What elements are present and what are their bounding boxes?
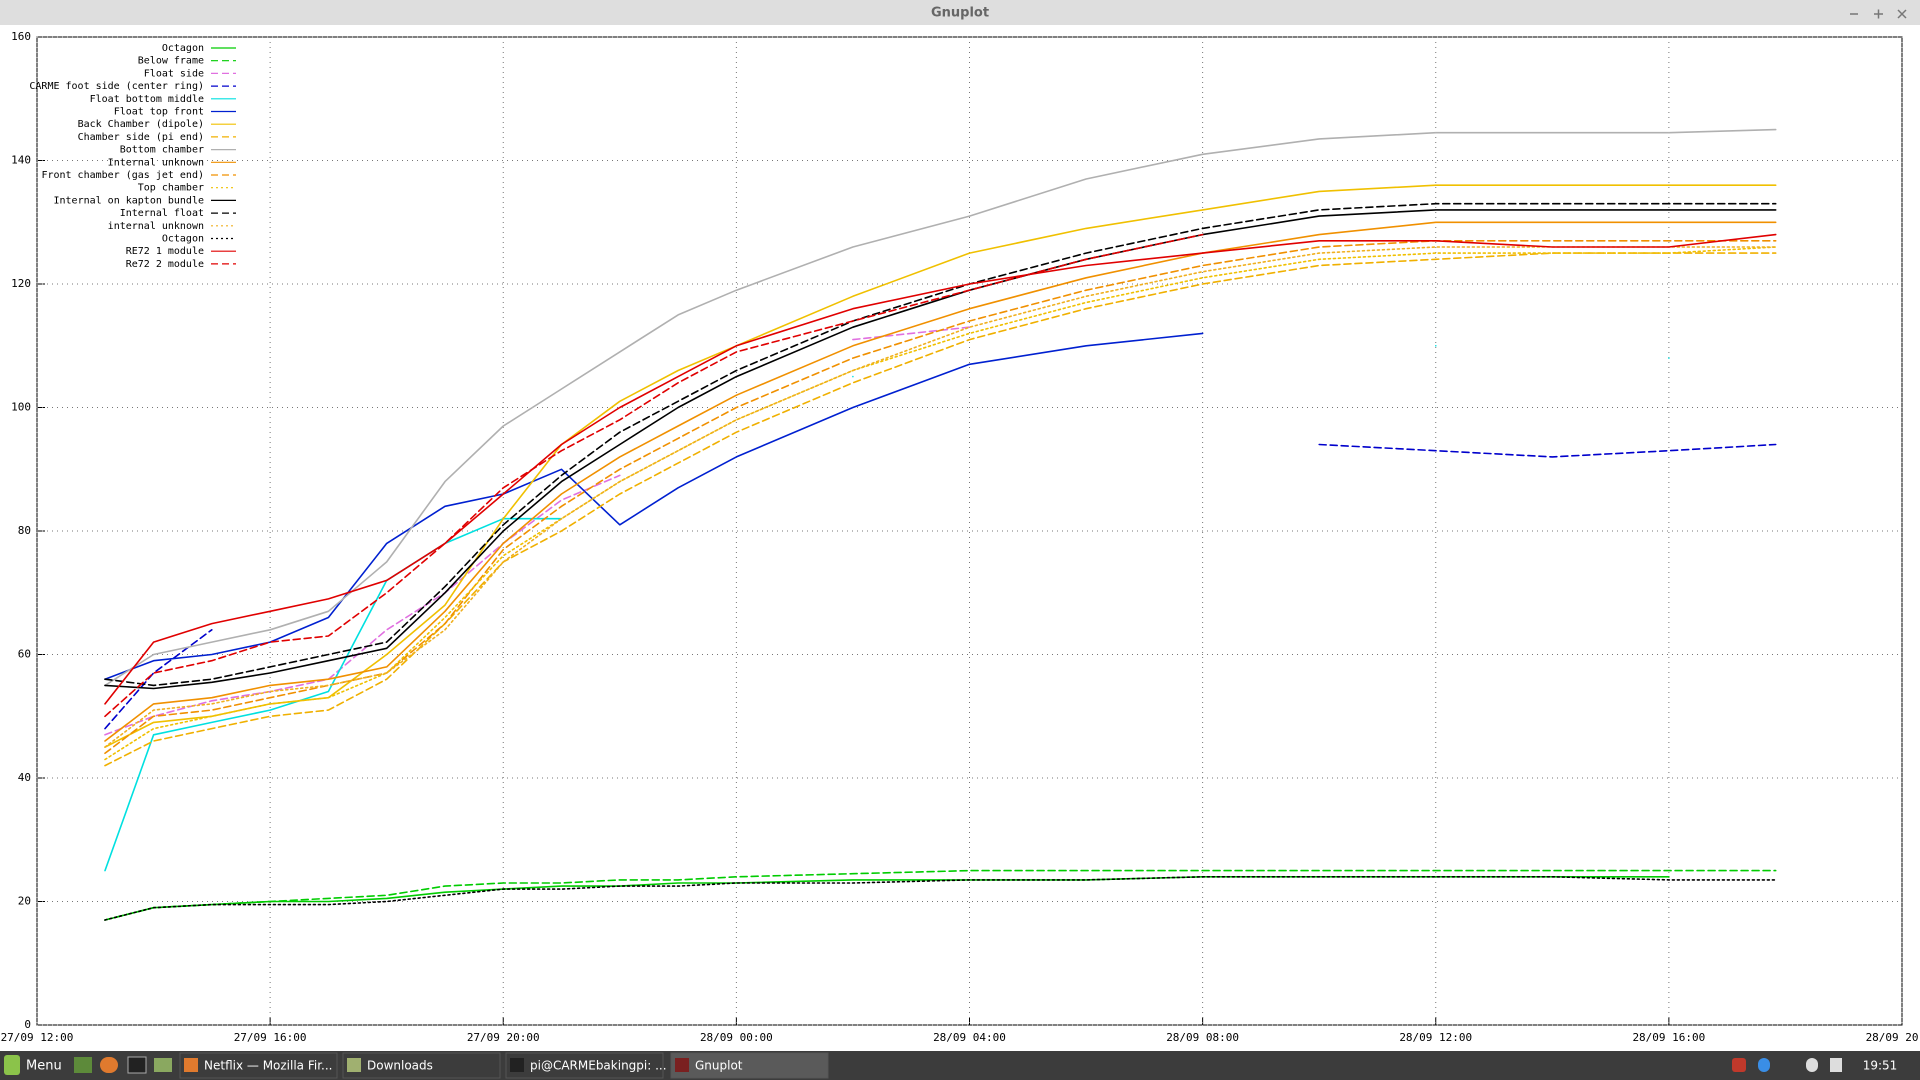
- task-icon[interactable]: [347, 1058, 361, 1072]
- series-line: [104, 876, 1777, 921]
- x-tick-label: 27/09 20:00: [467, 1031, 540, 1044]
- tray-icon[interactable]: [1732, 1058, 1746, 1072]
- task-button[interactable]: [179, 1052, 338, 1079]
- series-line: [104, 221, 1777, 742]
- series-line: [104, 128, 1777, 687]
- menu-button[interactable]: Menu: [26, 1059, 62, 1074]
- legend-label: Chamber side (pi end): [78, 132, 204, 143]
- task-button[interactable]: [505, 1052, 664, 1079]
- taskbar: Menu 19:51 Netflix — Mozilla Fir... Downl…: [0, 1051, 1920, 1080]
- task-button[interactable]: [342, 1052, 501, 1079]
- legend-label: Internal float: [120, 208, 204, 219]
- x-tick-label: 28/09 16:00: [1632, 1031, 1705, 1044]
- legend-label: Octagon: [162, 234, 204, 245]
- x-tick-label: 27/09 16:00: [234, 1031, 307, 1044]
- clock: 19:51: [1863, 1059, 1898, 1073]
- legend-label: Below frame: [138, 56, 204, 67]
- y-tick-label: 0: [24, 1018, 31, 1031]
- launcher-icon[interactable]: [127, 1056, 147, 1074]
- y-tick-label: 160: [11, 30, 31, 43]
- series-line: [104, 184, 1777, 748]
- series-line: [104, 345, 1670, 872]
- task-button[interactable]: [670, 1052, 829, 1079]
- legend-label: Re72 2 module: [126, 259, 204, 270]
- legend-label: Float top front: [114, 107, 204, 118]
- legend-label: internal unknown: [108, 221, 204, 232]
- legend-label: Front chamber (gas jet end): [41, 170, 204, 181]
- y-tick-label: 20: [18, 895, 31, 908]
- y-tick-label: 60: [18, 648, 31, 661]
- series-line: [104, 240, 1777, 755]
- series-line: [104, 252, 1777, 767]
- series-line: [104, 869, 1777, 921]
- menu-icon[interactable]: [4, 1055, 20, 1075]
- task-icon[interactable]: [510, 1058, 524, 1072]
- launcher-icon[interactable]: [74, 1057, 92, 1073]
- y-tick-label: 120: [11, 277, 31, 290]
- x-tick-label: 28/09 12:00: [1399, 1031, 1472, 1044]
- legend-label: Float side: [144, 68, 204, 79]
- y-tick-label: 140: [11, 154, 31, 167]
- task-icon[interactable]: [675, 1058, 689, 1072]
- legend-label: Octagon: [162, 43, 204, 54]
- x-tick-label: 28/09 00:00: [700, 1031, 773, 1044]
- legend-label: Top chamber: [138, 183, 204, 194]
- series-line: [104, 202, 1777, 687]
- launcher-icon[interactable]: [100, 1057, 118, 1073]
- task-label[interactable]: Gnuplot: [695, 1059, 743, 1073]
- tray-icon[interactable]: [1806, 1058, 1818, 1072]
- legend-label: Internal on kapton bundle: [53, 195, 204, 206]
- tray-icon[interactable]: [1830, 1058, 1842, 1072]
- task-label[interactable]: Downloads: [367, 1059, 433, 1073]
- launcher-icon[interactable]: [154, 1058, 172, 1072]
- y-tick-label: 100: [11, 401, 31, 414]
- task-label[interactable]: Netflix — Mozilla Fir...: [204, 1059, 333, 1073]
- window-controls: [1850, 9, 1907, 19]
- x-tick-label: 28/09 20:00: [1866, 1031, 1920, 1044]
- series-line: [104, 246, 1777, 748]
- legend-label: RE72 1 module: [126, 246, 204, 257]
- title-bar: [0, 0, 1920, 25]
- task-icon[interactable]: [184, 1058, 198, 1072]
- legend-label: Bottom chamber: [120, 145, 204, 156]
- x-tick-label: 27/09 12:00: [1, 1031, 74, 1044]
- y-tick-label: 40: [18, 771, 31, 784]
- close-button[interactable]: [1897, 9, 1907, 19]
- legend-label: Back Chamber (dipole): [78, 119, 204, 130]
- grid: 0 20 40 60 80 100 120 140 160 27/09 12:00 27/09 16…: [1, 30, 1920, 1044]
- plot-lines: [104, 128, 1777, 921]
- series-line: [104, 246, 1777, 761]
- series-line: [104, 443, 1777, 730]
- window-title: Gnuplot: [931, 6, 989, 21]
- x-tick-label: 28/09 08:00: [1166, 1031, 1239, 1044]
- x-tick-label: 28/09 04:00: [933, 1031, 1006, 1044]
- series-line: [104, 233, 1777, 705]
- task-label[interactable]: pi@CARMEbakingpi: ...: [530, 1059, 667, 1073]
- series-line: [104, 209, 1777, 690]
- legend-label: CARME foot side (center ring): [29, 81, 204, 92]
- y-tick-label: 80: [18, 524, 31, 537]
- legend-label: Internal unknown: [108, 157, 204, 168]
- tray-icon[interactable]: [1758, 1058, 1770, 1072]
- maximize-button[interactable]: [1874, 9, 1883, 19]
- series-line: [104, 233, 1204, 718]
- legend-label: Float bottom middle: [90, 94, 204, 105]
